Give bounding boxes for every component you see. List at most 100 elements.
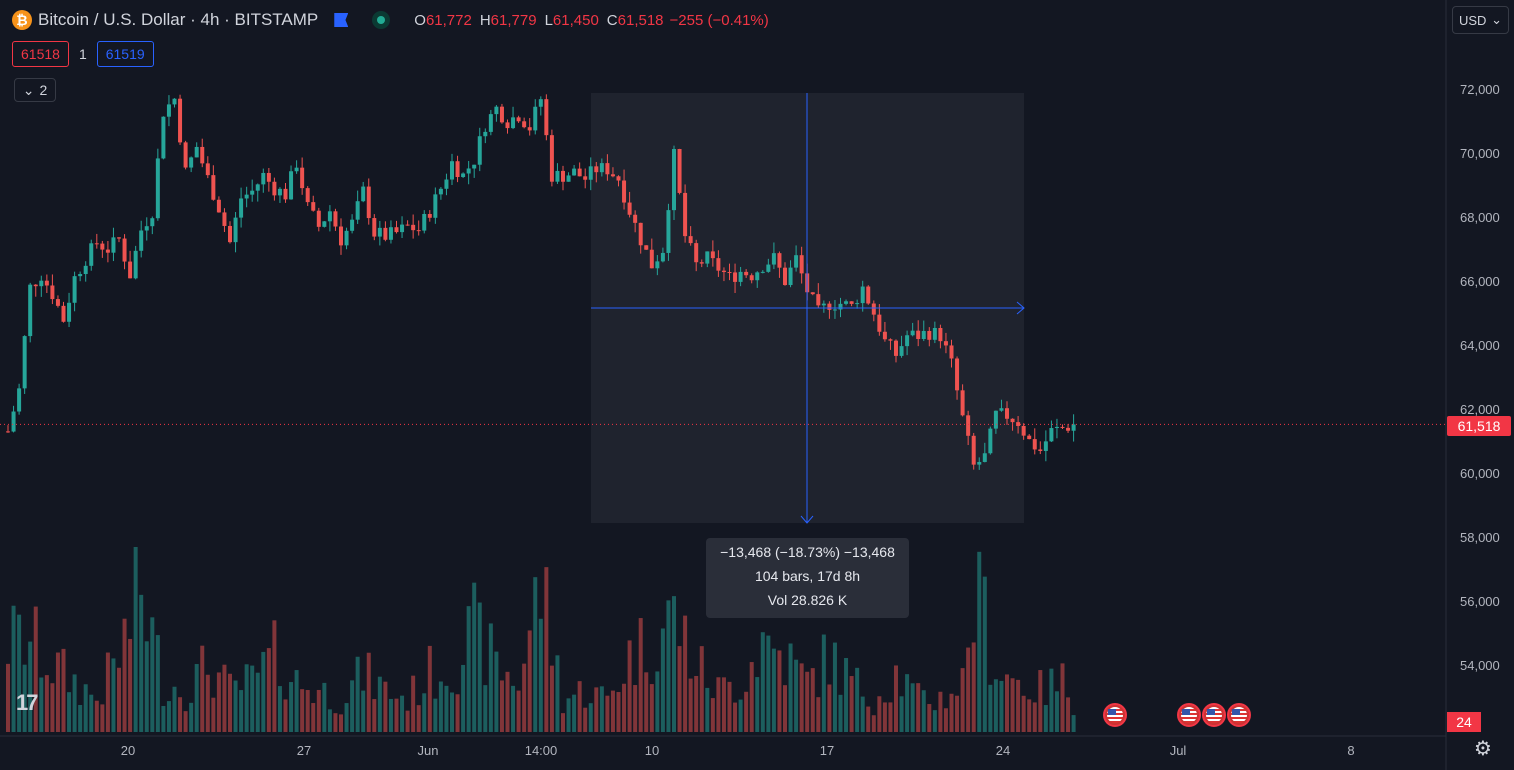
- candle-body: [194, 146, 199, 158]
- candle-body: [660, 252, 665, 262]
- volume-bar: [594, 687, 599, 732]
- volume-bar: [511, 685, 516, 732]
- volume-bar: [266, 648, 271, 732]
- volume-bar: [311, 703, 316, 732]
- volume-bar: [94, 700, 99, 732]
- candle-body: [438, 188, 443, 195]
- volume-bar: [44, 675, 49, 732]
- volume-bar: [960, 668, 965, 732]
- volume-bar: [477, 602, 482, 732]
- candle-body: [100, 243, 105, 250]
- price-tick-label: 54,000: [1460, 658, 1500, 673]
- us-flag-event-icon[interactable]: [1202, 703, 1226, 727]
- candle-body: [450, 161, 454, 180]
- volume-bar: [383, 681, 388, 732]
- volume-bar: [144, 641, 149, 732]
- candle-body: [794, 255, 799, 268]
- candle-body: [316, 210, 321, 227]
- volume-bar: [527, 630, 532, 732]
- volume-bar: [882, 702, 887, 732]
- volume-bar: [744, 691, 749, 732]
- candle-body: [372, 218, 377, 237]
- candle-body: [1032, 439, 1037, 450]
- price-tick-label: 58,000: [1460, 530, 1500, 545]
- candle-body: [821, 303, 826, 306]
- volume-bar: [28, 641, 33, 732]
- candle-body: [122, 238, 127, 262]
- volume-bar: [649, 684, 654, 732]
- candle-body: [333, 211, 338, 227]
- candle-body: [394, 227, 399, 233]
- volume-bar: [888, 702, 893, 732]
- symbol-title[interactable]: Bitcoin / U.S. Dollar · 4h · BITSTAMP: [38, 10, 319, 29]
- tradingview-logo-icon[interactable]: 17: [16, 690, 39, 715]
- change-value: −255 (−0.41%): [669, 11, 769, 29]
- volume-bar: [516, 690, 521, 732]
- volume-bar: [916, 683, 921, 732]
- volume-bar: [1005, 674, 1009, 732]
- us-flag-event-icon[interactable]: [1177, 703, 1201, 727]
- candle-body: [344, 230, 349, 246]
- candle-body: [405, 224, 410, 226]
- candle-body: [844, 301, 849, 304]
- volume-bar: [982, 576, 987, 732]
- candle-body: [971, 435, 976, 465]
- candle-body: [1071, 424, 1076, 431]
- volume-bar: [233, 680, 238, 732]
- volume-bar: [483, 685, 488, 732]
- us-flag-event-icon[interactable]: [1103, 703, 1127, 727]
- volume-bar: [660, 628, 665, 732]
- volume-bar: [50, 683, 55, 732]
- candle-body: [383, 227, 388, 240]
- last-price-label: 61,518: [1447, 416, 1511, 436]
- time-tick-label: 27: [297, 743, 311, 758]
- volume-bar: [555, 655, 560, 732]
- volume-bar: [927, 704, 932, 732]
- buy-price-button[interactable]: 61519: [96, 41, 154, 67]
- candle-body: [594, 166, 599, 173]
- candle-body: [39, 280, 44, 287]
- flag-icon[interactable]: [334, 13, 349, 27]
- volume-bar: [17, 614, 22, 732]
- time-tick-label: 14:00: [525, 743, 558, 758]
- us-flag-event-icon[interactable]: [1227, 703, 1251, 727]
- candle-body: [583, 176, 588, 180]
- candle-body: [544, 99, 549, 136]
- volume-label: 24: [1447, 712, 1481, 732]
- currency-select[interactable]: USD ⌄: [1452, 6, 1509, 34]
- candle-body: [877, 314, 882, 332]
- volume-bar: [910, 683, 915, 732]
- volume-bar: [461, 664, 466, 732]
- candle-body: [33, 284, 38, 287]
- volume-bar: [605, 695, 610, 732]
- candle-body: [832, 309, 837, 311]
- time-tick-label: 17: [820, 743, 834, 758]
- candle-body: [755, 272, 760, 281]
- volume-bar: [938, 691, 943, 732]
- candle-body: [827, 303, 832, 310]
- candle-body: [166, 104, 171, 117]
- settings-icon[interactable]: ⚙: [1474, 738, 1492, 760]
- volume-bar: [577, 681, 582, 732]
- volume-bar: [1066, 697, 1071, 732]
- candle-body: [727, 272, 732, 274]
- candle-body: [1054, 426, 1059, 429]
- sell-price-button[interactable]: 61518: [12, 41, 69, 67]
- volume-bar: [494, 651, 499, 732]
- volume-bar: [821, 634, 826, 732]
- volume-bar: [588, 703, 593, 732]
- trade-quantity[interactable]: 1: [78, 46, 87, 62]
- volume-bar: [921, 690, 926, 732]
- candle-body: [966, 415, 971, 436]
- volume-bar: [316, 689, 321, 732]
- candle-body: [1049, 428, 1054, 442]
- volume-bar: [894, 665, 898, 732]
- candle-body: [6, 431, 10, 433]
- candle-body: [44, 280, 49, 286]
- candle-body: [1016, 422, 1021, 426]
- volume-bar: [966, 647, 971, 732]
- candle-body: [155, 158, 160, 219]
- indicators-toggle-button[interactable]: ⌄ 2: [14, 78, 56, 102]
- candle-body: [89, 243, 94, 266]
